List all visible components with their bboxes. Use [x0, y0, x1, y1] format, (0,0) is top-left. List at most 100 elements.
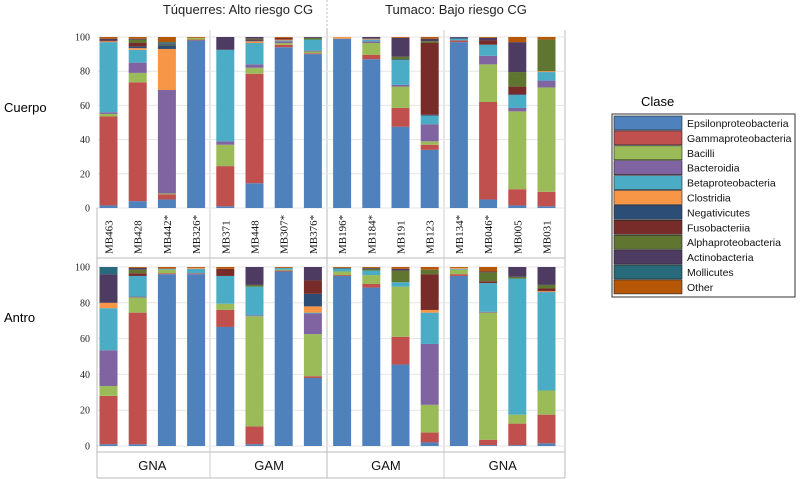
bar-segment-MB196*-Gammaproteobacteria [333, 275, 352, 276]
bar-segment-MB448-Epsilonproteobacteria [245, 183, 264, 208]
bar-segment-MB376*-Gammaproteobacteria [303, 376, 322, 378]
bar-segment-MB123-Epsilonproteobacteria [420, 149, 439, 208]
bar-segment-MB463-Epsilonproteobacteria [99, 444, 118, 446]
bar-segment-MB428-Negativicutes [128, 46, 147, 49]
bar-segment-MB448-Alphaproteobacteria [245, 38, 264, 40]
bar-segment-MB005-Epsilonproteobacteria [508, 445, 527, 446]
bar-segment-MB307*-Other [274, 267, 293, 268]
bar-segment-MB307*-Gammaproteobacteria [274, 270, 293, 272]
bar-segment-MB463-Epsilonproteobacteria [99, 205, 118, 208]
bar-segment-MB442*-Actinobacteria [157, 43, 176, 45]
bar-segment-MB307*-Bacteroidia [274, 41, 293, 43]
legend-swatch [613, 220, 683, 235]
bar-segment-MB428-Actinobacteria [128, 267, 147, 270]
bar-segment-MB463-Actinobacteria [99, 274, 118, 303]
bar-segment-MB196*-Betaproteobacteria [333, 268, 352, 272]
bar-segment-MB046*-Bacteroidia [479, 311, 498, 313]
legend-label: Negativicutes [687, 207, 750, 219]
bar-segment-MB191-Gammaproteobacteria [391, 336, 410, 365]
bar-segment-MB428-Actinobacteria [128, 38, 147, 40]
y-tick-label: 20 [80, 406, 90, 417]
bar-segment-MB184*-Epsilonproteobacteria [362, 287, 381, 446]
bar-segment-MB428-Other [128, 267, 147, 268]
bar-segment-MB196*-Other [333, 267, 352, 268]
bar-segment-MB376*-Actinobacteria [303, 267, 322, 281]
bar-segment-MB031-Bacilli [537, 390, 556, 415]
legend-swatch [613, 130, 683, 146]
bar-segment-MB463-Betaproteobacteria [99, 308, 118, 351]
bar-segment-MB376*-Bacteroidia [303, 313, 322, 335]
bar-segment-MB046*-Actinobacteria [479, 37, 498, 41]
bar-segment-MB031-Alphaproteobacteria [537, 39, 556, 72]
bar-segment-MB307*-Other [274, 37, 293, 38]
bar-segment-MB123-Bacilli [420, 404, 439, 433]
y-tick-label: 100 [75, 263, 90, 274]
bar-segment-MB005-Betaproteobacteria [508, 95, 527, 108]
bar-segment-MB428-Fusobacteriia [128, 273, 147, 276]
bar-segment-MB371-Gammaproteobacteria [216, 309, 235, 327]
bar-segment-MB371-Actinobacteria [216, 37, 235, 50]
header-tuquerres: Túquerres: Alto riesgo CG [163, 2, 313, 17]
panel-label-antro: Antro [4, 310, 35, 325]
bar-segment-MB371-Betaproteobacteria [216, 275, 235, 304]
bar-segment-MB046*-Bacilli [479, 312, 498, 440]
bar-segment-MB046*-Fusobacteriia [479, 281, 498, 284]
bar-segment-MB442*-Epsilonproteobacteria [157, 199, 176, 208]
bar-segment-MB307*-Epsilonproteobacteria [274, 47, 293, 209]
bar-segment-MB123-Alphaproteobacteria [420, 269, 439, 275]
bar-segment-MB307*-Bacilli [274, 269, 293, 271]
bar-segment-MB046*-Actinobacteria [479, 271, 498, 273]
bar-segment-MB448-Bacteroidia [245, 315, 264, 317]
bar-segment-MB031-Betaproteobacteria [537, 292, 556, 391]
bar-segment-MB005-Alphaproteobacteria [508, 276, 527, 279]
bar-segment-MB134*-Epsilonproteobacteria [449, 275, 468, 446]
x-tick-label: MB031 [542, 220, 554, 254]
x-tick-label: MB376* [308, 215, 320, 254]
bar-segment-MB123-Negativicutes [420, 114, 439, 116]
legend-swatch [613, 234, 683, 250]
bar-segment-MB123-Betaproteobacteria [420, 312, 439, 344]
x-tick-label: MB463 [104, 220, 116, 254]
bar-segment-MB428-Bacteroidia [128, 296, 147, 298]
bar-segment-MB442*-Betaproteobacteria [157, 268, 176, 270]
bar-segment-MB442*-Other [157, 267, 176, 269]
legend-title: Clase [641, 94, 674, 109]
bar-segment-MB326*-Gammaproteobacteria [187, 273, 206, 275]
y-tick-label: 0 [85, 204, 90, 215]
bar-segment-MB371-Epsilonproteobacteria [216, 326, 235, 446]
bar-segment-MB376*-Actinobacteria [303, 37, 322, 38]
bar-segment-MB005-Gammaproteobacteria [508, 189, 527, 206]
bar-segment-MB031-Gammaproteobacteria [537, 191, 556, 207]
bar-segment-MB376*-Fusobacteriia [303, 280, 322, 294]
bar-segment-MB463-Mollicutes [99, 267, 118, 275]
bar-segment-MB046*-Fusobacteriia [479, 40, 498, 45]
legend-swatch [613, 279, 683, 295]
bar-segment-MB326*-Other [187, 37, 206, 38]
bar-segment-MB134*-Clostridia [449, 267, 468, 269]
bar-segment-MB005-Alphaproteobacteria [508, 72, 527, 87]
legend-swatch [613, 175, 683, 190]
bar-segment-MB448-Fusobacteriia [245, 39, 264, 41]
legend-label: Bacilli [687, 148, 714, 160]
bar-segment-MB134*-Betaproteobacteria [449, 38, 468, 41]
bar-segment-MB005-Bacteroidia [508, 107, 527, 112]
bar-segment-MB031-Clostridia [537, 291, 556, 293]
bar-segment-MB448-Alphaproteobacteria [245, 284, 264, 287]
panel-label-cuerpo: Cuerpo [4, 100, 47, 115]
bar-segment-MB307*-Clostridia [274, 39, 293, 41]
bar-segment-MB046*-Other [479, 267, 498, 272]
bar-segment-MB428-Gammaproteobacteria [128, 82, 147, 202]
bar-segment-MB371-Bacteroidia [216, 141, 235, 145]
bar-segment-MB376*-Betaproteobacteria [303, 312, 322, 314]
bar-segment-MB442*-Negativicutes [157, 45, 176, 49]
bar-segment-MB307*-Gammaproteobacteria [274, 44, 293, 48]
bar-segment-MB123-Bacteroidia [420, 343, 439, 405]
bar-segment-MB123-Actinobacteria [420, 38, 439, 42]
bar-segment-MB191-Gammaproteobacteria [391, 107, 410, 127]
bar-segment-MB134*-Betaproteobacteria [449, 268, 468, 270]
bar-segment-MB428-Clostridia [128, 48, 147, 50]
bar-segment-MB463-Betaproteobacteria [99, 42, 118, 113]
bar-segment-MB371-Bacilli [216, 303, 235, 310]
bar-segment-MB371-Other [216, 267, 235, 269]
bar-segment-MB005-Other [508, 37, 527, 43]
